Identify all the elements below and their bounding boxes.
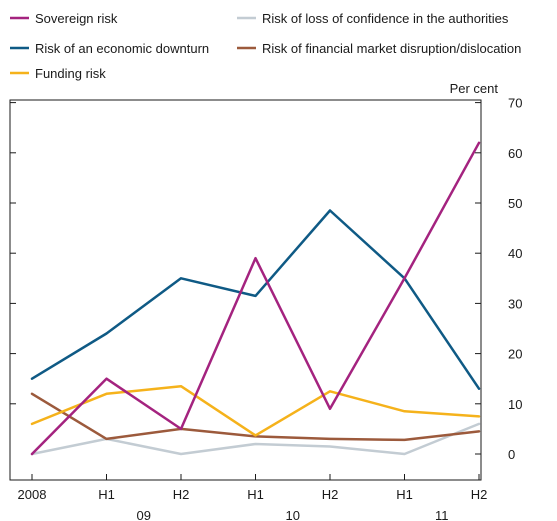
legend-item-risk-of-an-economic-downturn: Risk of an economic downturn (10, 41, 209, 56)
legend-label: Funding risk (35, 66, 106, 81)
series-line-risk-of-financial-market-disruption-dislocation (30, 392, 481, 442)
legend-label: Sovereign risk (35, 11, 118, 26)
y-tick-label: 40 (508, 246, 522, 261)
x-tick-label: H2 (173, 487, 190, 502)
x-tick-label: H1 (98, 487, 115, 502)
y-tick-label: 60 (508, 146, 522, 161)
x-year-label: 10 (286, 508, 300, 521)
x-tick-label: H1 (247, 487, 264, 502)
x-tick-label: H1 (396, 487, 413, 502)
y-tick-label: 0 (508, 447, 515, 462)
legend-item-risk-of-financial-market-disruption-dislocation: Risk of financial market disruption/disl… (237, 41, 521, 56)
y-tick-label: 50 (508, 196, 522, 211)
series-lines (30, 141, 481, 456)
series-line-risk-of-an-economic-downturn (30, 209, 481, 390)
x-year-label: 09 (137, 508, 151, 521)
x-tick-label: H2 (322, 487, 339, 502)
legend-item-risk-of-loss-of-confidence-in-the-authorities: Risk of loss of confidence in the author… (237, 11, 509, 26)
x-tick-label: H2 (471, 487, 488, 502)
legend: Sovereign risk Risk of loss of confidence… (10, 11, 521, 81)
series-line-sovereign-risk (30, 141, 481, 456)
axis-labels: 0 10 20 30 40 50 60 70 2008 H1 H2 H1 H2 H1 H2 09 10 11 (18, 96, 523, 521)
x-year-label: 11 (435, 508, 449, 521)
y-tick-label: 70 (508, 96, 522, 111)
x-tick-label: 2008 (18, 487, 47, 502)
legend-item-sovereign-risk: Sovereign risk (10, 11, 118, 26)
legend-label: Risk of an economic downturn (35, 41, 209, 56)
y-tick-label: 20 (508, 347, 522, 362)
series-line-funding-risk (30, 384, 481, 437)
legend-item-funding-risk: Funding risk (10, 66, 106, 81)
y-tick-label: 10 (508, 397, 522, 412)
unit-label: Per cent (450, 81, 499, 96)
legend-label: Risk of financial market disruption/disl… (262, 41, 521, 56)
y-tick-label: 30 (508, 296, 522, 311)
plot-frame (9, 99, 482, 481)
legend-label: Risk of loss of confidence in the author… (262, 11, 509, 26)
axis-ticks (10, 102, 481, 480)
